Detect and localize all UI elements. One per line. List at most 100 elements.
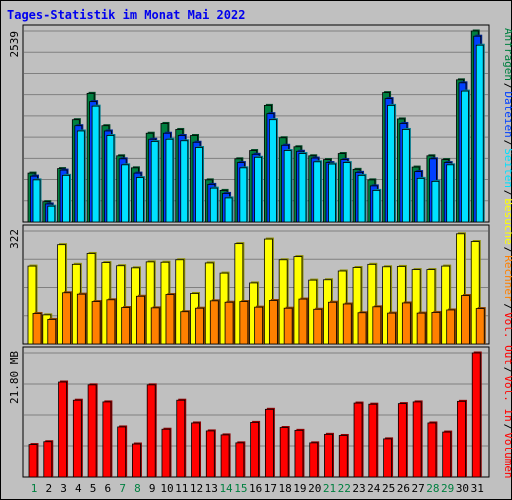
pages-bar (268, 119, 277, 223)
visits-bar (411, 269, 421, 345)
volume-bar (146, 384, 156, 478)
volume-bar (471, 352, 481, 478)
volume-bar (250, 421, 260, 478)
sites-bar (387, 312, 396, 345)
pages-bar (76, 130, 85, 223)
volume-bar (102, 401, 112, 478)
legend-label: Dateien (502, 91, 512, 137)
sites-bar (76, 293, 86, 345)
legend-label: / (502, 303, 512, 310)
volume-bar (220, 434, 230, 478)
volume-bar (294, 429, 304, 478)
volume-bar (442, 431, 452, 478)
visits-bar (278, 259, 288, 345)
volume-bar (72, 399, 82, 478)
sites-bar (91, 301, 101, 345)
visits-bar (441, 265, 451, 345)
sites-bar (268, 300, 278, 345)
x-tick-label: 19 (293, 482, 306, 495)
pages-bar (106, 135, 115, 223)
legend-label: / (502, 83, 512, 90)
pages-bar (372, 190, 381, 223)
y-tick-label: 21.80 MB (8, 351, 21, 404)
pages-bar (224, 197, 233, 223)
x-tick-label: 29 (441, 482, 454, 495)
visits-bar (86, 253, 96, 345)
visits-bar (145, 261, 155, 345)
volume-bar (176, 399, 186, 478)
pages-bar (475, 44, 484, 223)
pages-bar (387, 104, 395, 223)
sites-bar (62, 292, 71, 345)
y-tick-label: 2539 (8, 31, 21, 58)
x-tick-label: 26 (397, 482, 410, 495)
visits-bar (27, 265, 37, 345)
volume-bar (132, 443, 141, 478)
legend-label: Vol. In (502, 375, 512, 421)
volume-bar (28, 444, 38, 478)
x-tick-label: 21 (323, 482, 336, 495)
volume-bar (427, 422, 437, 478)
legend-label: Anfragen (502, 28, 512, 81)
pages-bar (195, 147, 203, 223)
pages-bar (328, 163, 336, 223)
visits-bar (367, 263, 377, 345)
x-tick-label: 17 (264, 482, 277, 495)
sites-bar (313, 308, 323, 345)
x-tick-label: 3 (60, 482, 67, 495)
volume-bar (383, 438, 392, 478)
x-tick-label: 24 (367, 482, 381, 495)
pages-bar (91, 105, 100, 223)
sites-bar (446, 309, 456, 345)
volume-bar (338, 435, 348, 478)
sites-bar (209, 300, 219, 345)
volume-bar (235, 442, 245, 478)
legend-label: / (502, 190, 512, 197)
legend-label: / (502, 367, 512, 374)
pages-bar (62, 174, 70, 223)
x-tick-label: 2 (45, 482, 52, 495)
legend-label: Besuche (502, 198, 512, 244)
sites-bar (239, 301, 249, 345)
volume-bar (161, 428, 171, 478)
pages-bar (357, 174, 366, 223)
x-tick-label: 11 (175, 482, 188, 495)
volume-bar (117, 426, 127, 478)
x-tick-label: 20 (308, 482, 321, 495)
visits-bar (456, 233, 465, 345)
x-tick-label: 13 (205, 482, 218, 495)
sites-bar (416, 312, 426, 345)
volume-bar (43, 441, 53, 478)
pages-bar (298, 153, 307, 223)
visits-bar (426, 269, 436, 345)
legend-label: / (502, 140, 512, 147)
pages-bar (239, 167, 248, 223)
sites-bar (47, 319, 57, 345)
sites-bar (431, 312, 441, 345)
sites-bar (180, 311, 190, 345)
visits-bar (352, 267, 362, 345)
sites-bar (121, 307, 131, 345)
pages-bar (416, 177, 425, 223)
legend-label: Seiten (502, 148, 512, 188)
sites-bar (372, 306, 382, 345)
pages-bar (180, 140, 189, 223)
volume-bar (58, 381, 67, 478)
x-tick-label: 1 (31, 482, 38, 495)
volume-bar (353, 402, 363, 478)
sites-bar (475, 308, 485, 345)
pages-bar (209, 187, 218, 223)
x-tick-label: 10 (160, 482, 173, 495)
visits-bar (263, 238, 273, 345)
volume-bar (412, 401, 422, 478)
pages-bar (446, 164, 455, 223)
x-tick-label: 16 (249, 482, 262, 495)
visits-bar (234, 243, 244, 345)
pages-bar (313, 161, 322, 223)
volume-bar (397, 403, 407, 478)
sites-bar (165, 294, 175, 345)
sites-bar (32, 313, 42, 345)
pages-bar (121, 164, 130, 223)
x-tick-label: 12 (190, 482, 203, 495)
